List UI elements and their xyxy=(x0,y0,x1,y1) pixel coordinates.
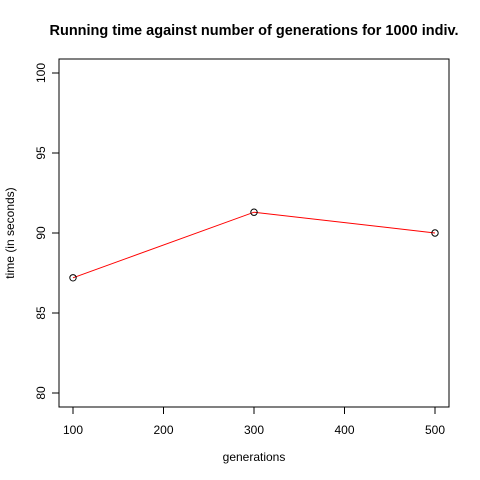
y-tick-label: 80 xyxy=(34,386,48,400)
x-tick-label: 100 xyxy=(63,423,83,437)
x-tick-label: 200 xyxy=(153,423,173,437)
y-tick-label: 95 xyxy=(34,146,48,160)
series-layer xyxy=(69,208,439,282)
y-axis: 80 85 90 95 100 xyxy=(34,63,60,400)
data-point xyxy=(431,229,439,237)
x-axis: 100 200 300 400 500 xyxy=(63,406,445,437)
series-line xyxy=(72,211,436,279)
plot-area-border xyxy=(58,58,450,408)
x-tick-label: 400 xyxy=(334,423,354,437)
x-axis-title: generations xyxy=(223,450,286,464)
data-point xyxy=(69,274,77,282)
data-point xyxy=(250,208,258,216)
x-tick-label: 500 xyxy=(425,423,445,437)
y-axis-title: time (in seconds) xyxy=(3,187,17,278)
y-tick-label: 85 xyxy=(34,306,48,320)
y-tick-label: 100 xyxy=(34,63,48,83)
chart-title: Running time against number of generatio… xyxy=(49,23,458,39)
y-tick-label: 90 xyxy=(34,226,48,240)
x-tick-label: 300 xyxy=(244,423,264,437)
